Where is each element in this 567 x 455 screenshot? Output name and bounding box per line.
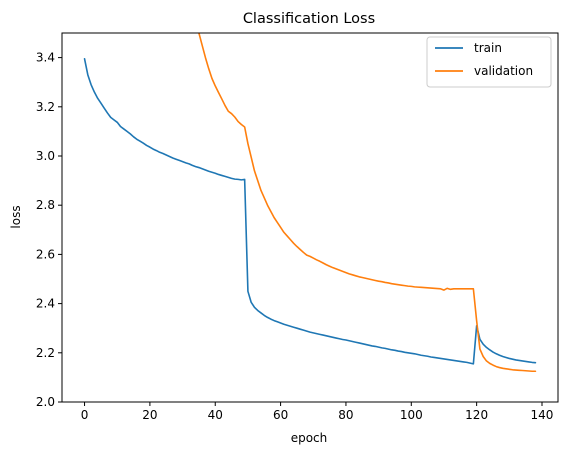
- chart-title: Classification Loss: [243, 11, 375, 27]
- x-tick-label: 20: [142, 408, 157, 422]
- y-axis-label: loss: [9, 205, 23, 228]
- legend-label-validation: validation: [474, 64, 533, 78]
- x-tick-label: 140: [531, 408, 554, 422]
- y-tick-label: 2.4: [36, 297, 55, 311]
- y-tick-label: 3.4: [36, 51, 55, 65]
- y-tick-label: 2.0: [36, 395, 55, 409]
- x-tick-label: 100: [400, 408, 423, 422]
- y-tick-label: 2.2: [36, 346, 55, 360]
- legend: train validation: [427, 37, 551, 87]
- y-tick-label: 3.0: [36, 149, 55, 163]
- x-tick-label: 120: [465, 408, 488, 422]
- y-tick-label: 3.2: [36, 100, 55, 114]
- y-tick-label: 2.6: [36, 247, 55, 261]
- x-axis-label: epoch: [291, 431, 328, 445]
- x-tick-label: 40: [208, 408, 223, 422]
- x-tick-label: 60: [273, 408, 288, 422]
- legend-label-train: train: [474, 41, 502, 55]
- x-tick-label: 80: [338, 408, 353, 422]
- y-tick-label: 2.8: [36, 198, 55, 212]
- x-tick-label: 0: [81, 408, 89, 422]
